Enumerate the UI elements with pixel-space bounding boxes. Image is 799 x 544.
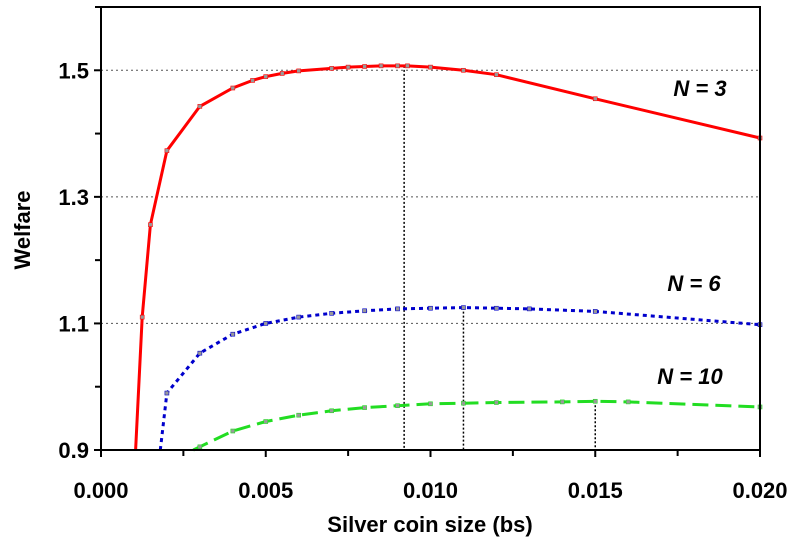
data-point: [279, 71, 285, 76]
data-point: [461, 67, 466, 73]
data-point: [395, 306, 400, 312]
data-point: [197, 104, 203, 109]
data-point: [329, 66, 334, 71]
y-tick-label: 1.1: [58, 311, 89, 336]
y-tick-label: 0.9: [58, 438, 89, 463]
x-tick-label: 0.015: [568, 478, 623, 503]
data-point: [250, 78, 255, 83]
data-point: [428, 401, 433, 407]
x-tick-label: 0.005: [238, 478, 293, 503]
data-point: [395, 403, 400, 409]
data-point: [263, 74, 269, 79]
data-point: [378, 63, 384, 69]
data-point: [197, 444, 203, 450]
data-point: [362, 405, 367, 410]
data-point: [296, 68, 302, 74]
data-point: [461, 400, 466, 406]
series-label: N = 10: [657, 364, 723, 389]
series-line: [192, 399, 761, 452]
data-point: [230, 428, 236, 434]
series-label: N = 3: [673, 76, 726, 101]
data-point: [148, 222, 153, 228]
series-label: N = 6: [667, 271, 721, 296]
y-tick-label: 1.5: [58, 58, 89, 83]
data-point: [428, 64, 433, 70]
x-axis-title: Silver coin size (bs): [327, 512, 532, 537]
data-point: [494, 400, 499, 405]
data-point: [230, 85, 236, 91]
axis-ticks: 0.9 1.1 1.3 1.5 0.000 0.005 0.010 0.015 0.020: [58, 6, 788, 503]
y-axis-title: Welfare: [10, 190, 35, 269]
data-point: [164, 148, 170, 153]
data-point: [405, 63, 410, 69]
data-point: [139, 314, 145, 320]
data-point: [164, 390, 170, 396]
data-point: [625, 399, 631, 405]
optimum-markers: [403, 65, 596, 450]
data-point: [395, 63, 400, 69]
data-point: [296, 412, 302, 418]
series-line: [134, 64, 761, 451]
y-tick-label: 1.3: [58, 185, 89, 210]
series-labels: N = 3 N = 6 N = 10: [657, 76, 726, 389]
data-point: [296, 314, 302, 320]
data-point: [362, 64, 367, 69]
data-point: [230, 331, 236, 337]
data-point: [592, 398, 598, 404]
data-point: [494, 305, 499, 311]
data-point: [345, 64, 351, 70]
data-point: [329, 311, 334, 316]
data-point: [263, 419, 269, 424]
data-point: [592, 96, 598, 102]
x-tick-label: 0.010: [403, 478, 458, 503]
data-point: [559, 399, 565, 405]
data-point: [263, 321, 269, 326]
data-point: [461, 305, 466, 310]
x-tick-label: 0.020: [732, 478, 787, 503]
series-layer: [134, 63, 763, 452]
data-point: [592, 309, 598, 314]
data-point: [494, 72, 499, 78]
x-tick-label: 0.000: [73, 478, 128, 503]
data-point: [527, 306, 532, 312]
data-point: [329, 408, 334, 414]
data-point: [362, 308, 367, 314]
data-point: [428, 305, 433, 311]
data-point: [197, 350, 203, 356]
